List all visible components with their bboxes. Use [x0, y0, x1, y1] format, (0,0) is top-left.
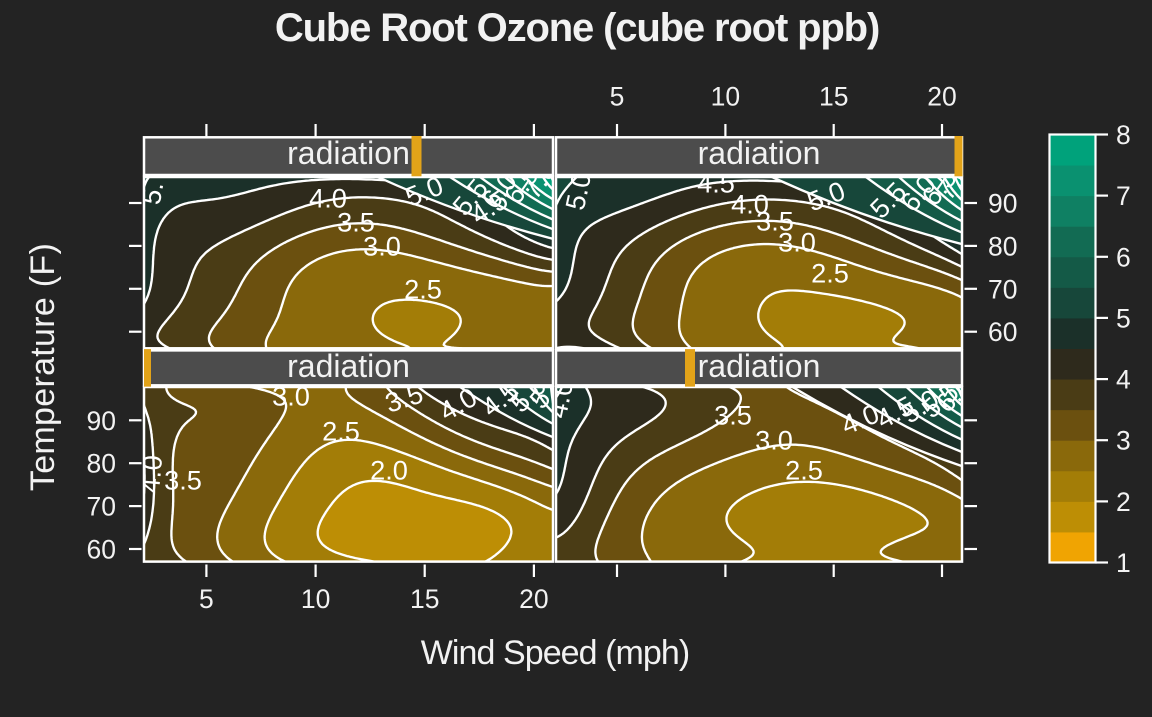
svg-text:radiation: radiation [287, 348, 410, 384]
svg-text:3.5: 3.5 [337, 207, 375, 238]
svg-text:5: 5 [610, 82, 625, 112]
svg-text:2.5: 2.5 [811, 258, 849, 289]
svg-text:3.5: 3.5 [164, 465, 202, 496]
svg-text:3.0: 3.0 [363, 231, 401, 262]
svg-text:3.0: 3.0 [755, 425, 793, 456]
svg-text:15: 15 [819, 82, 848, 112]
svg-text:10: 10 [711, 82, 740, 112]
svg-text:2.5: 2.5 [404, 274, 442, 305]
svg-text:3.5: 3.5 [756, 206, 794, 237]
svg-text:80: 80 [87, 449, 116, 479]
svg-text:2: 2 [1116, 487, 1131, 517]
svg-text:70: 70 [87, 492, 116, 522]
svg-text:7: 7 [1116, 181, 1131, 211]
svg-text:4.0: 4.0 [731, 189, 769, 220]
svg-text:2.5: 2.5 [322, 416, 360, 447]
svg-text:6: 6 [1116, 242, 1131, 272]
svg-text:15: 15 [410, 584, 439, 614]
svg-text:60: 60 [87, 535, 116, 565]
svg-text:radiation: radiation [287, 135, 410, 171]
svg-text:20: 20 [927, 82, 956, 112]
svg-text:4.5: 4.5 [697, 168, 735, 199]
svg-text:3.5: 3.5 [714, 400, 752, 431]
svg-text:4.0: 4.0 [309, 183, 347, 214]
svg-text:3.0: 3.0 [272, 381, 310, 412]
svg-text:10: 10 [301, 584, 330, 614]
svg-text:radiation: radiation [698, 135, 821, 171]
svg-text:4: 4 [1116, 365, 1131, 395]
svg-text:5: 5 [1116, 303, 1131, 333]
svg-text:2.5: 2.5 [785, 455, 823, 486]
svg-text:70: 70 [988, 274, 1017, 304]
svg-text:3.0: 3.0 [778, 227, 816, 258]
svg-text:20: 20 [519, 584, 548, 614]
svg-text:60: 60 [988, 317, 1017, 347]
svg-text:Temperature (F): Temperature (F) [24, 243, 62, 491]
svg-text:4.0: 4.0 [134, 454, 168, 494]
svg-text:5: 5 [199, 584, 214, 614]
svg-text:90: 90 [988, 189, 1017, 219]
svg-text:1: 1 [1116, 548, 1131, 578]
svg-text:Cube Root Ozone (cube root ppb: Cube Root Ozone (cube root ppb) [275, 6, 879, 50]
svg-text:2.0: 2.0 [370, 455, 408, 486]
svg-text:80: 80 [988, 231, 1017, 261]
svg-text:Wind Speed (mph): Wind Speed (mph) [421, 634, 689, 672]
svg-text:3: 3 [1116, 426, 1131, 456]
svg-text:8: 8 [1116, 120, 1131, 150]
svg-text:radiation: radiation [698, 348, 821, 384]
svg-text:90: 90 [87, 406, 116, 436]
